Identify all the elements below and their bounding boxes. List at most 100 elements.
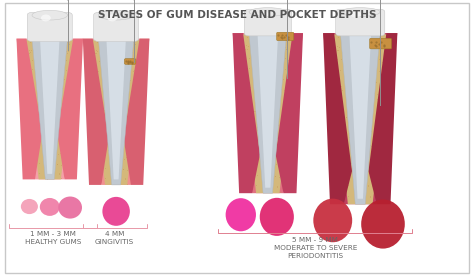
Point [262, 56, 270, 60]
Point [376, 48, 383, 52]
Point [43, 72, 50, 77]
Point [60, 122, 68, 127]
Point [263, 112, 271, 116]
Point [258, 118, 266, 122]
Point [30, 100, 38, 104]
Point [365, 171, 373, 176]
Point [35, 130, 42, 134]
Point [275, 64, 283, 68]
Point [109, 176, 117, 181]
Point [51, 120, 58, 125]
Point [251, 136, 258, 141]
Point [347, 161, 355, 165]
Point [375, 121, 383, 125]
Point [262, 177, 269, 182]
Point [134, 88, 141, 92]
Point [59, 130, 67, 134]
Point [362, 133, 369, 137]
Point [111, 173, 119, 177]
Point [63, 58, 70, 62]
Point [129, 113, 137, 118]
Point [260, 121, 268, 126]
Point [94, 68, 102, 73]
Point [247, 103, 255, 108]
Point [39, 66, 47, 70]
Point [92, 70, 100, 74]
Point [64, 51, 71, 55]
Point [42, 95, 50, 99]
Point [260, 97, 268, 102]
Point [242, 43, 250, 47]
Point [110, 170, 118, 175]
Point [118, 59, 125, 64]
Point [274, 107, 282, 111]
Point [115, 178, 123, 183]
Point [338, 88, 346, 92]
Point [345, 194, 352, 198]
Point [357, 196, 365, 200]
Point [108, 137, 115, 141]
Point [101, 176, 109, 180]
Point [45, 71, 52, 75]
Point [355, 102, 363, 107]
Point [137, 50, 145, 54]
Point [373, 79, 380, 84]
Point [356, 80, 364, 84]
Point [269, 153, 276, 158]
Point [67, 52, 75, 56]
Point [117, 38, 124, 43]
Point [351, 188, 359, 192]
Point [252, 72, 260, 76]
Point [274, 105, 282, 110]
Ellipse shape [40, 198, 60, 216]
Point [253, 125, 261, 129]
Point [353, 74, 360, 79]
Point [112, 57, 120, 62]
Point [122, 104, 130, 109]
Ellipse shape [41, 14, 51, 21]
Point [136, 52, 144, 56]
Point [265, 84, 273, 88]
Point [36, 116, 44, 120]
Point [242, 47, 249, 51]
Point [362, 58, 370, 62]
Point [381, 76, 389, 81]
Point [36, 83, 43, 88]
Point [262, 93, 270, 97]
Point [351, 148, 359, 152]
Point [381, 50, 388, 54]
Point [266, 95, 273, 100]
Point [47, 43, 55, 48]
Point [274, 161, 282, 165]
Point [20, 41, 27, 45]
Point [128, 49, 136, 54]
Point [273, 97, 281, 102]
FancyBboxPatch shape [244, 9, 292, 36]
Point [345, 88, 352, 92]
Point [121, 70, 129, 74]
Point [49, 68, 56, 73]
Point [361, 162, 369, 166]
Point [262, 70, 270, 74]
Point [25, 91, 33, 95]
Point [376, 46, 384, 51]
Point [111, 91, 118, 95]
Point [121, 96, 129, 100]
Point [49, 51, 57, 55]
Point [55, 117, 63, 121]
Point [44, 71, 52, 75]
Point [364, 135, 372, 139]
Point [273, 136, 281, 140]
Point [94, 102, 101, 107]
Point [355, 72, 362, 77]
Point [259, 140, 266, 145]
Point [268, 47, 275, 52]
Polygon shape [233, 33, 303, 193]
Point [52, 64, 59, 68]
Point [254, 39, 261, 43]
Polygon shape [23, 40, 77, 179]
Point [378, 37, 385, 42]
Point [56, 150, 64, 155]
Polygon shape [89, 40, 143, 185]
Point [254, 121, 261, 126]
